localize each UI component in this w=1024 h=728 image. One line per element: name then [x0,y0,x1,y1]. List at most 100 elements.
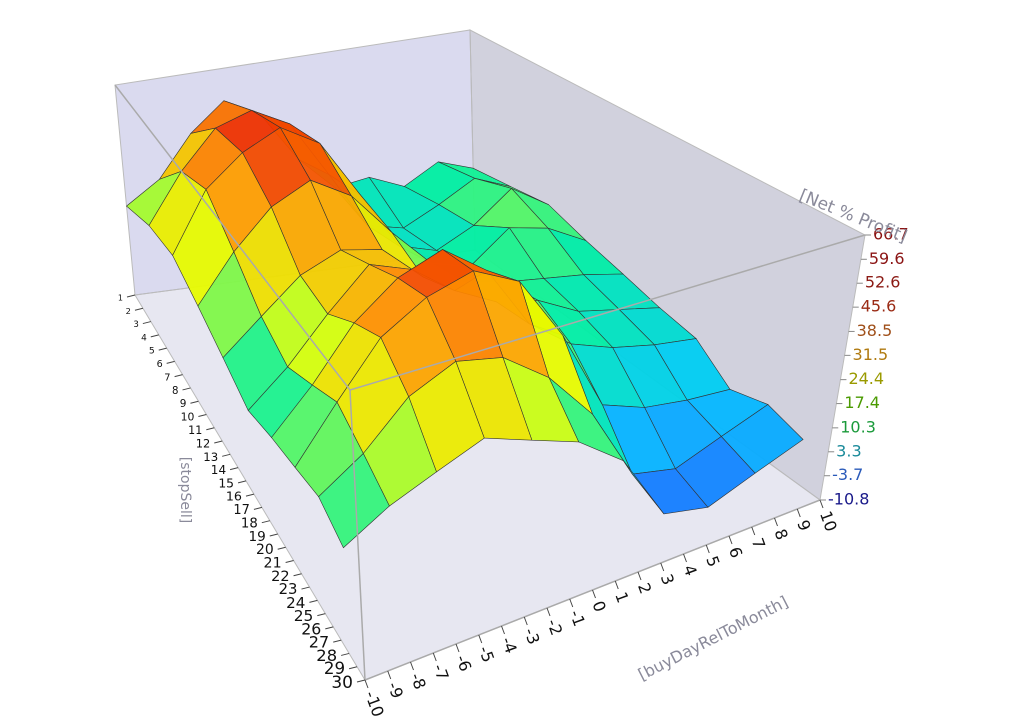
x-tick [592,589,596,599]
y-tick [325,626,334,630]
x-tick [774,517,778,527]
z-tick-label: 59.6 [869,249,905,268]
y-tick-label: 27 [309,633,329,652]
y-tick-label: 2 [126,306,131,316]
box-edge [349,389,366,681]
y-tick-label: 7 [164,373,170,384]
x-tick-label: 6 [725,544,746,560]
z-tick-label: 52.6 [865,273,901,292]
y-tick-label: 15 [218,476,234,490]
z-tick-label: -3.7 [832,465,863,484]
y-tick-label: 17 [233,503,249,518]
y-tick [261,520,270,524]
y-tick-label: 18 [241,517,258,532]
y-tick [277,546,286,550]
y-tick [150,334,159,338]
y-tick [317,613,326,617]
x-tick [796,508,801,518]
x-tick-label: -6 [452,652,475,673]
x-tick-label: -10 [361,688,388,719]
y-tick [182,387,191,391]
y-tick-label: 10 [181,410,195,423]
y-tick [166,360,175,364]
x-tick-label: -1 [566,607,589,628]
x-tick-label: -5 [475,643,498,664]
y-tick [253,506,263,510]
y-tick-label: 3 [133,320,138,330]
x-tick [501,625,505,635]
surface-cell [318,452,390,549]
x-tick [546,607,551,617]
x-tick [364,679,369,689]
y-tick [198,413,207,417]
z-tick-label: 38.5 [857,321,893,340]
x-tick-label: -7 [429,661,452,682]
x-tick-label: 9 [793,517,814,533]
z-tick-label: 66.7 [873,225,909,244]
x-tick [387,670,392,680]
z-tick-label: 24.4 [848,369,884,388]
y-tick-label: 25 [294,607,314,625]
y-tick [348,666,358,670]
x-tick-label: 1 [611,589,632,605]
y-tick [134,307,144,311]
y-tick [222,453,231,457]
y-tick [301,586,310,590]
x-tick-label: -8 [407,670,430,691]
y-tick [341,652,350,656]
x-tick-label: -4 [498,634,521,655]
x-tick-label: 0 [589,598,610,614]
z-tick-label: 31.5 [853,345,889,364]
x-tick-label: -3 [520,625,543,646]
y-tick [142,321,151,325]
y-tick-label: 21 [264,556,282,572]
y-tick-label: 4 [141,333,147,343]
y-tick [174,374,183,378]
x-tick [683,553,687,563]
x-tick-label: -9 [384,679,407,700]
x-tick-label: 5 [702,553,723,569]
y-tick-label: 26 [301,619,321,638]
x-tick-label: 8 [771,526,792,542]
y-tick [206,427,215,431]
y-tick-label: 11 [188,424,202,437]
x-tick-label: 2 [634,580,655,596]
x-tick [819,499,824,509]
y-tick-label: 23 [279,581,298,598]
y-tick-label: 12 [196,437,211,451]
y-tick [237,480,247,484]
x-axis-title: [buyDayRelToMonth] [635,592,791,684]
z-tick-label: 3.3 [836,441,861,460]
y-tick [126,294,136,298]
y-tick-label: 19 [248,529,265,545]
x-tick [751,526,756,536]
y-tick [190,400,199,404]
y-tick-label: 28 [316,646,337,665]
y-tick [269,533,278,537]
z-tick-label: 17.4 [844,393,880,412]
y-tick-label: 22 [271,569,289,585]
y-tick [309,599,318,603]
y-tick [356,679,366,683]
x-tick [660,562,665,572]
z-tick-label: 10.3 [840,417,876,436]
y-axis-title: [stopSell] [177,457,193,523]
y-tick [285,560,294,564]
box-edge [114,84,351,391]
y-tick [214,440,223,444]
box-edge [349,234,866,391]
x-tick-label: 4 [680,562,701,578]
y-tick-label: 30 [331,673,353,693]
x-tick [637,571,642,581]
x-tick-label: 10 [816,508,841,534]
y-tick-label: 13 [203,450,218,464]
y-tick-label: 24 [286,594,305,612]
y-tick-label: 16 [226,489,242,504]
y-tick-label: 5 [149,346,155,357]
y-tick-label: 14 [211,463,226,477]
x-tick [705,544,710,554]
y-tick-label: 1 [118,294,123,303]
x-tick [728,535,733,545]
